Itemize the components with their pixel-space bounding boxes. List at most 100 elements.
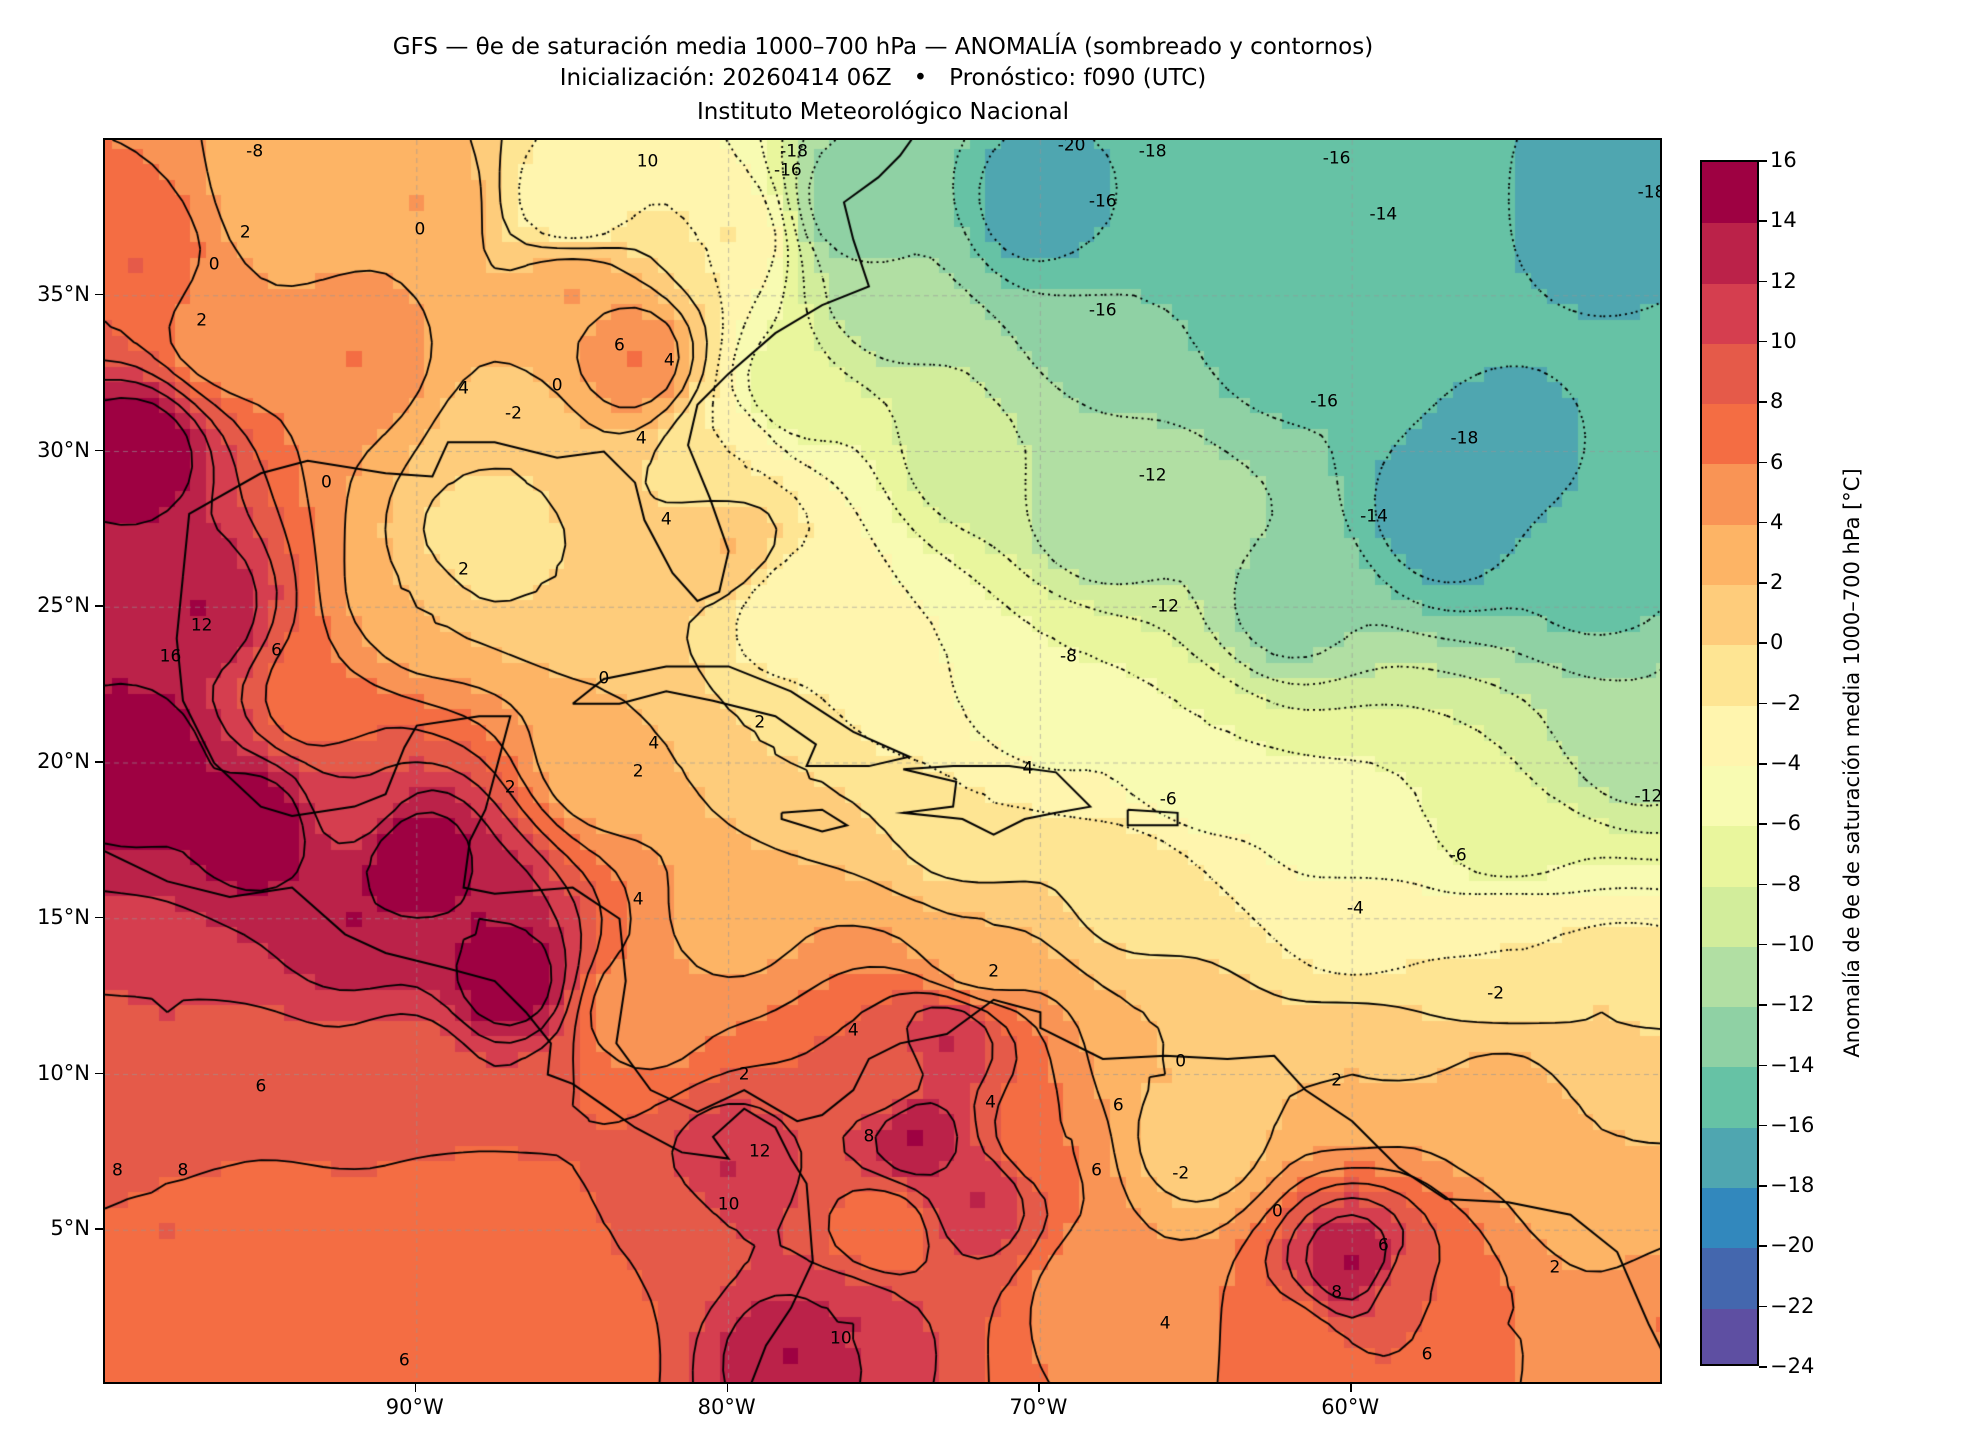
contour-label: 0 [208,254,220,275]
colorbar-tick-mark [1759,1305,1767,1308]
contour-label: 4 [648,733,660,754]
colorbar-tick-label: −22 [1770,1293,1815,1318]
lat-tick-mark [95,761,103,763]
colorbar-segment [1702,584,1757,646]
colorbar-tick-label: −4 [1770,751,1801,775]
contour-label: -16 [1088,300,1117,321]
contour-label: 2 [196,310,208,331]
lon-tick-mark [1350,1384,1352,1392]
contour-label: 16 [159,646,182,667]
colorbar-segment [1702,463,1757,525]
colorbar-tick-label: 6 [1770,449,1784,474]
colorbar-segment [1702,765,1757,827]
contour-label: 6 [255,1076,267,1097]
colorbar-segment [1702,342,1757,405]
colorbar-tick-mark [1759,1245,1767,1247]
lat-tick-label: 35°N [37,281,90,306]
contour-label: 4 [985,1092,996,1113]
colorbar-tick-label: 4 [1770,509,1784,534]
colorbar-tick-mark [1759,1124,1767,1127]
colorbar-tick-label: −8 [1770,871,1801,896]
contour-label: 4 [1159,1313,1171,1334]
contour-label: 8 [863,1126,875,1147]
colorbar-segment [1702,1066,1757,1128]
colorbar-tick-mark [1759,823,1767,825]
contour-label: 10 [636,151,659,172]
contour-label: 2 [239,222,251,243]
contour-label: -14 [1360,506,1388,527]
colorbar [1700,160,1759,1366]
colorbar-label: Anomalía de θe de saturación media 1000–… [1840,468,1864,1058]
colorbar-tick-label: 16 [1770,148,1797,172]
colorbar-segment [1702,1307,1757,1364]
colorbar-tick-mark [1759,1366,1767,1368]
contour-label: -2 [1172,1163,1190,1184]
colorbar-tick-mark [1759,340,1767,343]
lon-tick-label: 80°W [697,1395,756,1419]
colorbar-tick-label: 10 [1770,328,1797,353]
colorbar-tick-mark [1759,521,1767,524]
contour-label: -6 [1159,789,1177,810]
colorbar-tick-label: −20 [1770,1233,1815,1258]
colorbar-tick-mark [1759,280,1767,283]
contour-label: 4 [458,378,469,399]
contour-label: 4 [847,1020,859,1041]
contour-label: 8 [112,1160,123,1181]
colorbar-segment [1702,282,1757,344]
contour-label: -2 [504,403,522,424]
contour-label: 0 [320,472,332,493]
colorbar-tick-label: 2 [1770,570,1784,595]
colorbar-segment [1702,1126,1757,1189]
contour-label: 2 [504,777,516,798]
contour-label: -4 [1346,898,1364,919]
lon-tick-label: 60°W [1321,1395,1380,1419]
contour-label: -8 [1059,646,1077,667]
colorbar-tick-mark [1759,461,1767,463]
contour-label: 6 [1377,1235,1389,1256]
colorbar-segment [1702,825,1757,887]
contour-label: 10 [830,1328,852,1349]
colorbar-tick-mark [1759,401,1767,403]
chart-subtitle: Inicialización: 20260414 06Z • Pronóstic… [559,65,1207,91]
anomaly-shading-and-contours [105,140,1660,1382]
contour-label: -2 [1487,983,1505,1003]
lon-tick-mark [1038,1384,1040,1392]
contour-label: 10 [717,1194,740,1215]
contour-label: 6 [614,335,625,356]
colorbar-tick-mark [1759,763,1767,765]
contour-label: -8 [246,141,264,162]
contour-label: 8 [177,1160,189,1181]
contour-label: 0 [551,375,563,396]
colorbar-segment [1702,644,1757,706]
lat-tick-mark [95,916,103,919]
contour-label: 12 [748,1141,771,1162]
colorbar-segment [1702,222,1757,284]
colorbar-tick-label: −16 [1770,1112,1815,1137]
colorbar-tick-mark [1759,160,1767,162]
colorbar-tick-label: 14 [1770,208,1797,233]
lon-tick-mark [726,1384,729,1392]
lat-tick-label: 30°N [37,437,90,462]
contour-label: 2 [988,961,1000,982]
colorbar-tick-mark [1759,883,1767,886]
colorbar-tick-mark [1759,1185,1767,1187]
colorbar-tick-mark [1759,582,1767,584]
lon-tick-mark [414,1384,417,1392]
colorbar-tick-label: −18 [1770,1173,1815,1198]
colorbar-segment [1702,885,1757,947]
chart-title: GFS — θe de saturación media 1000–700 hP… [392,34,1374,60]
colorbar-tick-label: 8 [1770,389,1784,414]
contour-label: -18 [1637,182,1660,203]
contour-label: -6 [1449,845,1467,866]
colorbar-segment [1702,403,1757,465]
contour-label: -14 [1369,204,1398,225]
colorbar-tick-mark [1759,702,1767,705]
contour-label: 4 [663,350,675,371]
lon-tick-label: 90°W [385,1395,444,1419]
colorbar-segment [1702,1247,1757,1309]
contour-label: 6 [398,1350,410,1371]
colorbar-tick-mark [1759,642,1767,644]
map-plot-area: -20 -18 -16 -16 -14 -16 -16 -18 -12 -14 -12 -8 -6 -6-… [103,138,1662,1384]
contour-label: -18 [1450,428,1479,449]
colorbar-tick-label: −24 [1770,1354,1815,1378]
